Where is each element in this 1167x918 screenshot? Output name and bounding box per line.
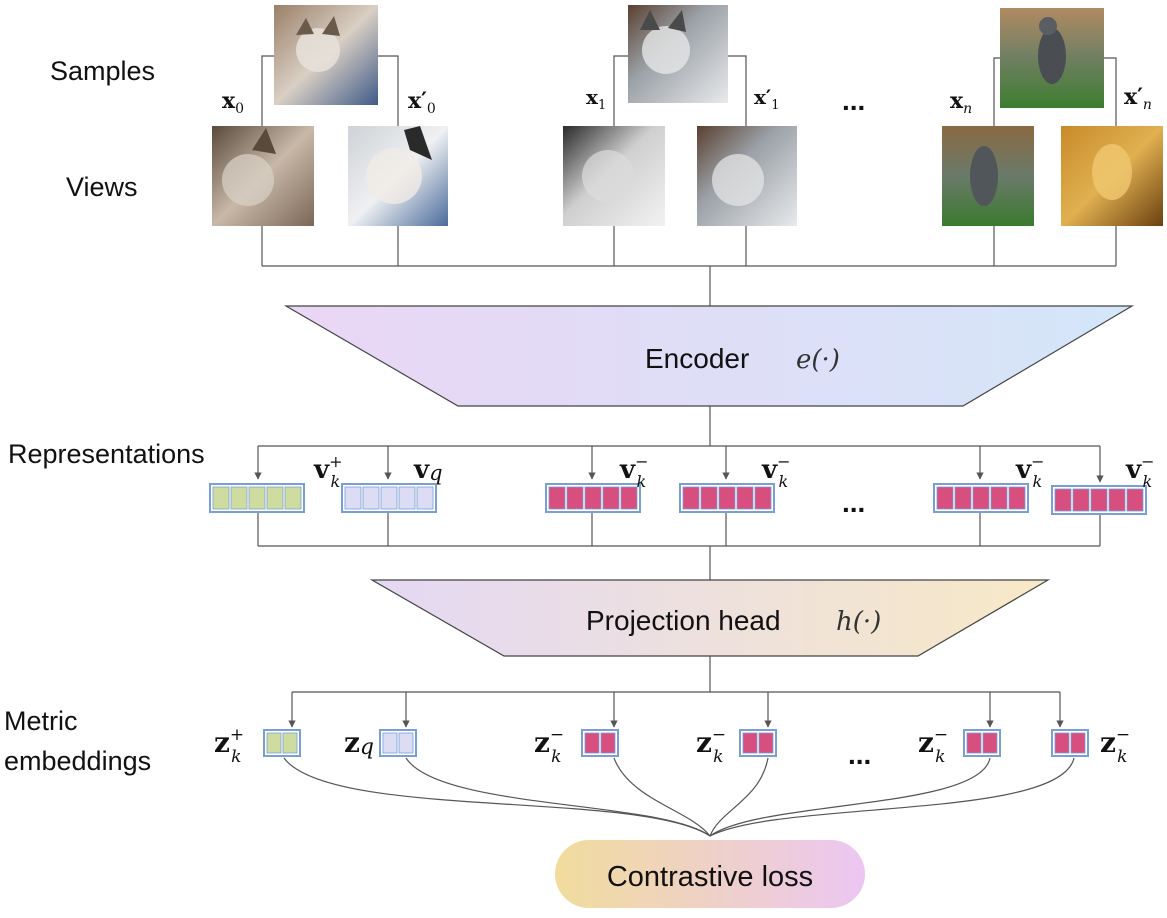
sample-image-cat-0 <box>274 5 378 105</box>
label-views: Views <box>66 172 138 202</box>
projection-head-function: h(·) <box>836 607 881 637</box>
projection-head-block: Projection head h(·) <box>369 579 1051 657</box>
sample-view-connectors <box>261 55 1117 306</box>
embedding-label-5: z− k <box>1100 725 1130 767</box>
view-image-x0 <box>212 126 314 226</box>
embedding-labels: z+ k zq z− k z− k z− k z− k <box>214 725 1130 767</box>
symbol-x0: x0 <box>222 88 244 117</box>
embedding-vectors <box>263 729 1089 757</box>
embedding-label-0: z+ k <box>214 725 244 767</box>
representation-label-2: v− k <box>619 452 649 491</box>
contrastive-loss-label: Contrastive loss <box>607 861 813 893</box>
representation-vector-3 <box>679 483 775 513</box>
view-image-x1 <box>563 126 665 226</box>
label-representations: Representations <box>8 439 205 469</box>
representation-vector-5 <box>1051 485 1147 515</box>
loss-curves <box>283 757 1075 837</box>
encoder-block: Encoder e(·) <box>283 305 1135 407</box>
label-metric: Metric <box>4 706 78 736</box>
representation-label-3: v− k <box>761 452 791 491</box>
embedding-vector-0 <box>263 729 301 757</box>
representation-label-1: vq <box>413 455 443 485</box>
embedding-vector-5 <box>1051 729 1089 757</box>
ellipsis-embeddings: ... <box>848 739 871 770</box>
ellipsis-samples: ... <box>842 85 865 116</box>
encoder-label: Encoder <box>645 343 749 374</box>
embedding-vector-4 <box>963 729 1001 757</box>
view-image-xn-prime <box>1061 126 1163 226</box>
projection-head-label: Projection head <box>586 605 781 636</box>
representation-label-5: v− k <box>1125 452 1155 491</box>
embedding-connectors <box>288 656 1064 728</box>
symbol-x1-prime: x′1 <box>754 85 779 113</box>
representation-vector-1 <box>341 483 437 513</box>
representation-vector-2 <box>545 483 641 513</box>
ellipsis-representations: ... <box>842 487 865 518</box>
sample-image-dog-n <box>1000 8 1104 108</box>
view-image-xn <box>942 126 1034 226</box>
symbol-xn: xn <box>950 88 972 117</box>
embedding-label-4: z− k <box>918 725 948 767</box>
view-image-x0-prime <box>348 126 448 226</box>
embedding-vector-2 <box>581 729 619 757</box>
view-symbols: x0 x′0 x1 x′1 xn x′n <box>222 84 1152 117</box>
representation-labels: v+ k vq v− k v− k v− k v− k <box>313 452 1155 491</box>
embedding-label-1: zq <box>344 726 374 760</box>
representation-connectors <box>254 406 1104 580</box>
symbol-xn-prime: x′n <box>1124 84 1152 113</box>
representation-vector-4 <box>933 483 1029 513</box>
embedding-label-2: z− k <box>534 725 564 767</box>
embedding-label-3: z− k <box>696 725 726 767</box>
embedding-vector-3 <box>739 729 777 757</box>
contrastive-loss-block: Contrastive loss <box>555 840 865 908</box>
sample-image-cat-1 <box>628 5 728 103</box>
symbol-x0-prime: x′0 <box>408 88 436 117</box>
embedding-vector-1 <box>379 729 417 757</box>
encoder-function: e(·) <box>796 345 840 375</box>
representation-label-0: v+ k <box>313 452 343 491</box>
symbol-x1: x1 <box>586 85 606 113</box>
representation-label-4: v− k <box>1015 452 1045 491</box>
label-samples: Samples <box>50 56 155 86</box>
view-image-x1-prime <box>697 126 797 226</box>
representation-vectors <box>209 483 1147 515</box>
representation-vector-0 <box>209 483 305 513</box>
label-embeddings: embeddings <box>4 746 151 776</box>
